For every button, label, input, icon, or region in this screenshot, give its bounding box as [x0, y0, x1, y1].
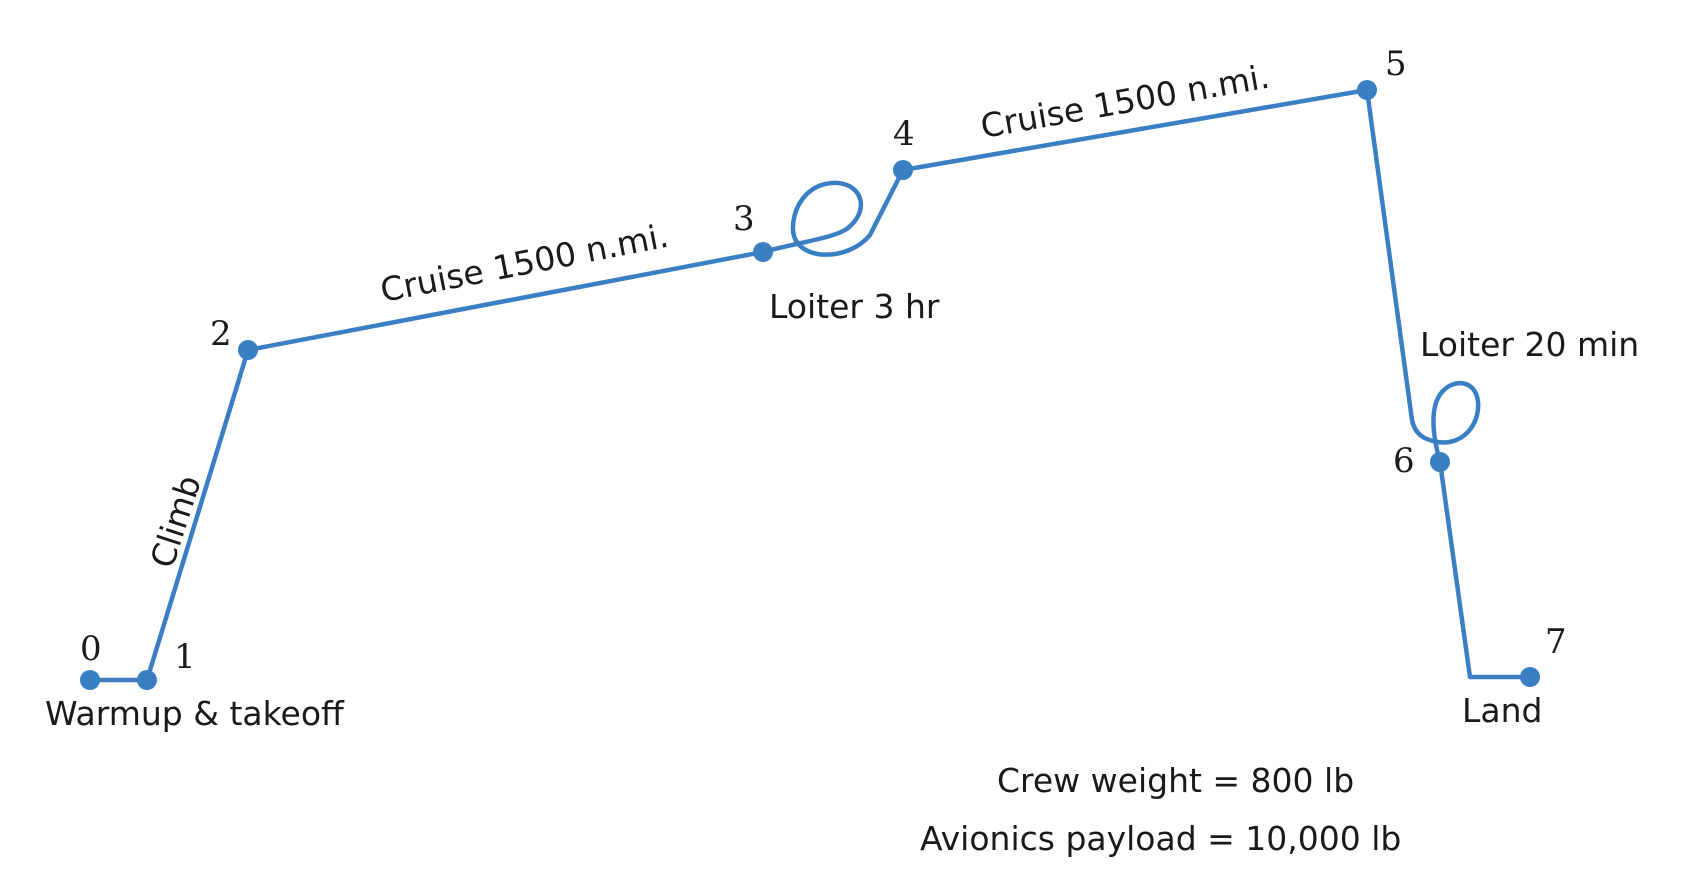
avionics-payload-note: Avionics payload = 10,000 lb — [920, 819, 1401, 858]
point-7-marker — [1520, 667, 1540, 687]
crew-weight-note: Crew weight = 800 lb — [997, 761, 1354, 800]
point-2-marker — [238, 340, 258, 360]
point-6-label: 6 — [1393, 441, 1415, 481]
loiter-loop-3hr — [760, 167, 906, 257]
point-3-label: 3 — [733, 199, 755, 239]
point-1-marker — [137, 670, 157, 690]
point-2-label: 2 — [210, 314, 232, 354]
point-5-label: 5 — [1385, 44, 1407, 84]
point-0-label: 0 — [80, 629, 102, 669]
point-7-label: 7 — [1545, 622, 1567, 662]
land-label: Land — [1462, 691, 1542, 730]
point-0-marker — [80, 670, 100, 690]
point-3-marker — [753, 242, 773, 262]
point-4-label: 4 — [893, 114, 915, 154]
climb-label: Climb — [143, 471, 209, 573]
loiter-loop-20min — [1409, 380, 1481, 465]
warmup-takeoff-label: Warmup & takeoff — [45, 694, 345, 733]
flight-path-line — [87, 249, 766, 683]
flight-path-line-2 — [900, 87, 1415, 423]
loiter-3hr-label: Loiter 3 hr — [769, 287, 940, 326]
loiter-20min-label: Loiter 20 min — [1420, 325, 1639, 364]
point-1-label: 1 — [174, 637, 196, 677]
flight-path-line-3 — [1437, 459, 1533, 680]
point-5-marker — [1357, 80, 1377, 100]
point-6-marker — [1430, 452, 1450, 472]
point-4-marker — [893, 160, 913, 180]
